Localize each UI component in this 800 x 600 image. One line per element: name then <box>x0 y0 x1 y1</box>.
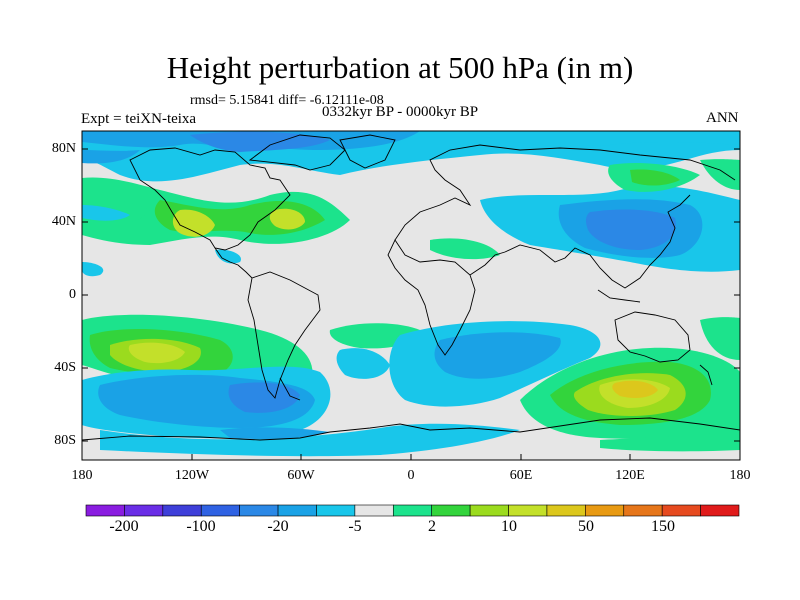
colorbar-label: 2 <box>428 518 436 535</box>
colorbar-swatch <box>392 504 433 517</box>
colorbar-swatch <box>277 504 317 517</box>
lat-tick-label: 40S <box>54 360 76 375</box>
season-label: ANN <box>706 110 739 126</box>
colorbar-swatch <box>469 504 509 517</box>
lat-tick-label: 40N <box>51 214 76 229</box>
colorbar-swatch <box>508 504 548 517</box>
experiment-label: Expt = teiXN-teixa <box>81 111 197 127</box>
rmsd-stats: rmsd= 5.15841 diff= -6.12111e-08 <box>190 93 384 108</box>
lon-tick-label: 0 <box>407 468 415 483</box>
colorbar-label: 150 <box>651 518 675 535</box>
lat-tick-label: 80N <box>51 141 76 156</box>
colorbar-swatch <box>239 504 279 517</box>
lon-tick-label: 60E <box>509 468 533 483</box>
colorbar-label: -20 <box>267 518 289 535</box>
colorbar-swatch <box>200 504 240 517</box>
colorbar-swatch <box>661 504 701 517</box>
colorbar <box>85 504 740 517</box>
lon-tick-label: 120E <box>615 468 645 483</box>
lat-tick-label: 80S <box>54 433 76 448</box>
colorbar-swatch <box>431 504 471 517</box>
plot-title: Height perturbation at 500 hPa (in m) <box>166 50 634 85</box>
colorbar-label: -5 <box>348 518 362 535</box>
colorbar-swatch <box>700 504 740 517</box>
lon-tick-label: 180 <box>729 468 751 483</box>
colorbar-label: -100 <box>186 518 216 535</box>
colorbar-swatch <box>316 504 356 517</box>
contour-field <box>82 131 740 460</box>
colorbar-swatch <box>354 504 394 517</box>
colorbar-swatch <box>585 504 625 517</box>
colorbar-swatch <box>124 504 164 517</box>
lon-tick-label: 120W <box>174 468 210 483</box>
axis-ticks <box>81 148 741 460</box>
colorbar-swatch <box>546 504 586 517</box>
period-label: 0332kyr BP - 0000kyr BP <box>321 104 479 120</box>
lon-tick-label: 180 <box>71 468 93 483</box>
colorbar-label: -200 <box>109 518 139 535</box>
colorbar-label: 10 <box>501 518 517 535</box>
colorbar-swatch <box>162 504 202 517</box>
coastlines <box>82 134 740 441</box>
colorbar-swatch <box>85 504 125 517</box>
lon-tick-label: 60W <box>287 468 315 483</box>
colorbar-label: 50 <box>578 518 594 535</box>
colorbar-swatch <box>623 504 663 517</box>
lat-tick-label: 0 <box>69 287 76 302</box>
